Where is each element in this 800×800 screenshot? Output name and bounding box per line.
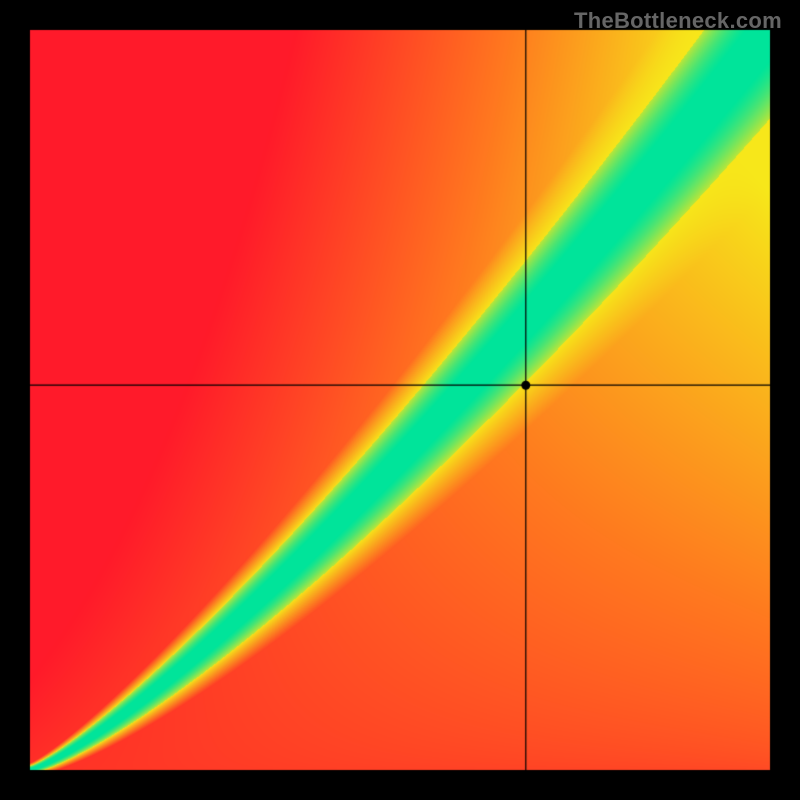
watermark-text: TheBottleneck.com <box>574 8 782 34</box>
bottleneck-heatmap <box>0 0 800 800</box>
chart-container: TheBottleneck.com <box>0 0 800 800</box>
